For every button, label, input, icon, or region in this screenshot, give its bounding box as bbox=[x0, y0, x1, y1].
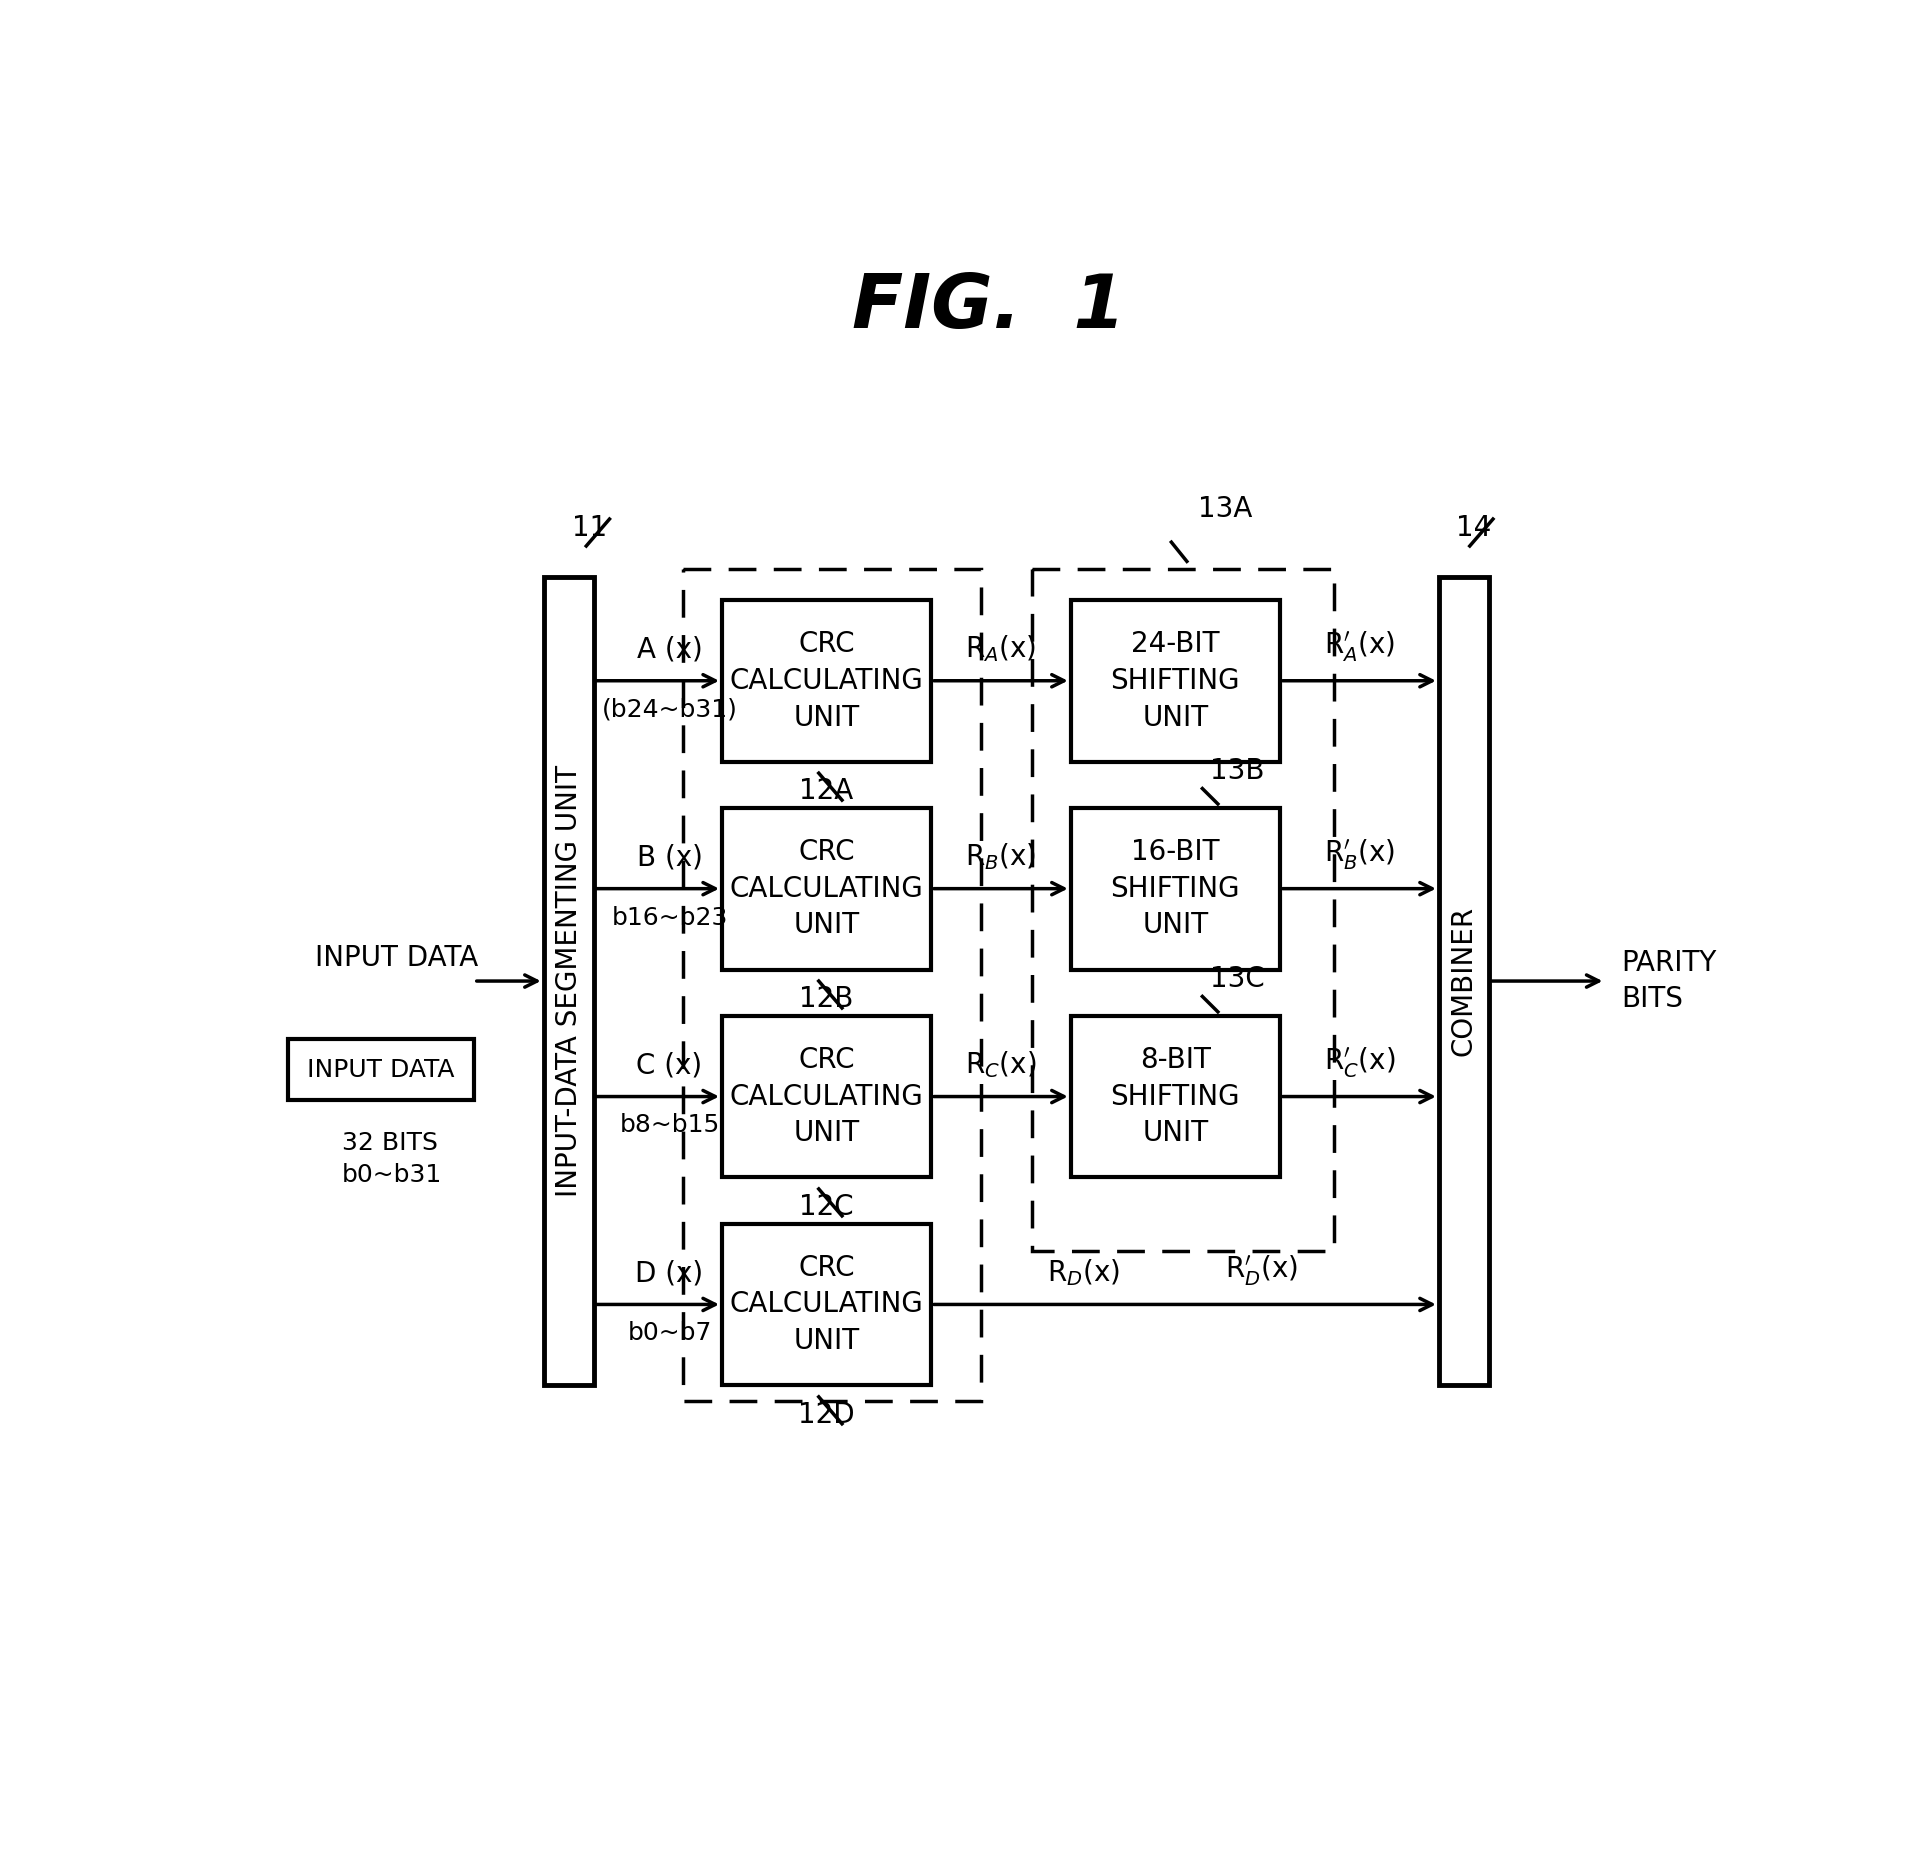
Text: 12D: 12D bbox=[797, 1401, 855, 1428]
Text: 13A: 13A bbox=[1199, 495, 1253, 523]
Bar bbox=[288, 1039, 473, 1100]
Text: D (x): D (x) bbox=[635, 1260, 703, 1287]
Text: R$_{C}'$(x): R$_{C}'$(x) bbox=[1322, 1044, 1393, 1080]
Bar bbox=[1031, 569, 1334, 1250]
Text: PARITY
BITS: PARITY BITS bbox=[1619, 948, 1716, 1013]
Text: FIG.  1: FIG. 1 bbox=[851, 271, 1125, 343]
Text: B (x): B (x) bbox=[637, 844, 703, 872]
Text: b8~b15: b8~b15 bbox=[620, 1113, 720, 1137]
Text: (b24~b31): (b24~b31) bbox=[602, 697, 737, 722]
Text: 14: 14 bbox=[1455, 514, 1490, 542]
Text: 32 BITS
b0~b31: 32 BITS b0~b31 bbox=[342, 1132, 442, 1187]
Text: INPUT DATA: INPUT DATA bbox=[315, 944, 479, 972]
Bar bbox=[1069, 1017, 1280, 1178]
Bar bbox=[1438, 577, 1488, 1386]
Text: CRC
CALCULATING
UNIT: CRC CALCULATING UNIT bbox=[730, 838, 923, 939]
Text: 12C: 12C bbox=[799, 1193, 853, 1221]
Text: CRC
CALCULATING
UNIT: CRC CALCULATING UNIT bbox=[730, 1046, 923, 1148]
Text: CRC
CALCULATING
UNIT: CRC CALCULATING UNIT bbox=[730, 1254, 923, 1356]
Bar bbox=[1069, 807, 1280, 970]
Text: 24-BIT
SHIFTING
UNIT: 24-BIT SHIFTING UNIT bbox=[1110, 631, 1239, 731]
Text: 11: 11 bbox=[571, 514, 608, 542]
Text: INPUT DATA: INPUT DATA bbox=[307, 1057, 454, 1081]
Bar bbox=[722, 1224, 930, 1386]
Bar bbox=[683, 569, 980, 1401]
Bar bbox=[544, 577, 594, 1386]
Text: 13B: 13B bbox=[1210, 757, 1264, 785]
Text: 13C: 13C bbox=[1210, 965, 1264, 992]
Text: R$_{B}'$(x): R$_{B}'$(x) bbox=[1322, 837, 1393, 872]
Bar bbox=[722, 1017, 930, 1178]
Text: 12B: 12B bbox=[799, 985, 853, 1013]
Text: CRC
CALCULATING
UNIT: CRC CALCULATING UNIT bbox=[730, 631, 923, 731]
Text: R$_{C}$(x): R$_{C}$(x) bbox=[965, 1048, 1036, 1080]
Text: R$_{D}$(x): R$_{D}$(x) bbox=[1046, 1256, 1119, 1287]
Text: R$_{A}$(x): R$_{A}$(x) bbox=[965, 633, 1036, 664]
Text: 16-BIT
SHIFTING
UNIT: 16-BIT SHIFTING UNIT bbox=[1110, 838, 1239, 939]
Text: 12A: 12A bbox=[799, 777, 853, 805]
Text: INPUT-DATA SEGMENTING UNIT: INPUT-DATA SEGMENTING UNIT bbox=[554, 764, 583, 1196]
Text: A (x): A (x) bbox=[637, 636, 703, 664]
Text: b16~b23: b16~b23 bbox=[612, 905, 728, 929]
Text: R$_{A}'$(x): R$_{A}'$(x) bbox=[1322, 629, 1393, 664]
Bar bbox=[1069, 599, 1280, 762]
Text: 8-BIT
SHIFTING
UNIT: 8-BIT SHIFTING UNIT bbox=[1110, 1046, 1239, 1148]
Text: R$_{B}$(x): R$_{B}$(x) bbox=[965, 840, 1036, 872]
Text: COMBINER: COMBINER bbox=[1449, 905, 1476, 1055]
Bar bbox=[722, 599, 930, 762]
Text: b0~b7: b0~b7 bbox=[627, 1321, 712, 1345]
Bar bbox=[722, 807, 930, 970]
Text: C (x): C (x) bbox=[637, 1052, 703, 1080]
Text: R$_{D}'$(x): R$_{D}'$(x) bbox=[1224, 1254, 1297, 1287]
